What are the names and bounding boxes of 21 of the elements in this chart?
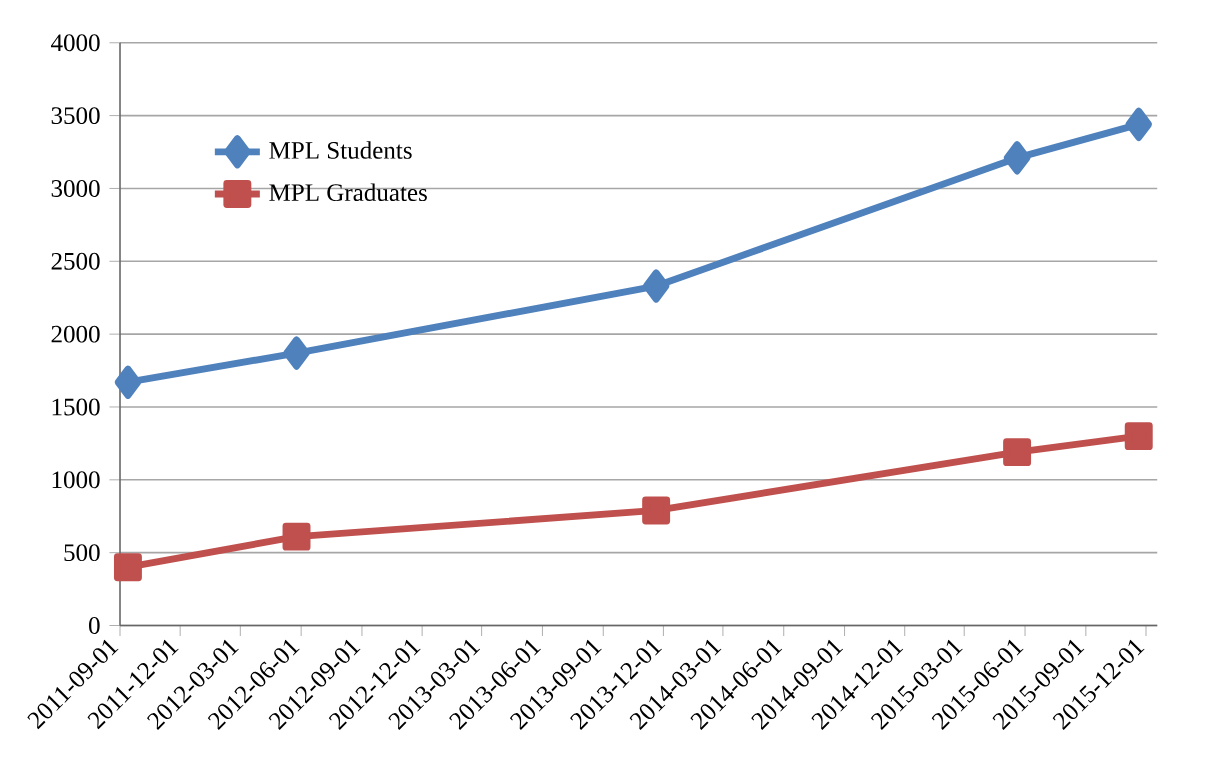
point (642, 496, 671, 525)
y-tick-label: 2500 (51, 252, 100, 270)
point (642, 269, 670, 303)
y-tick-label: 1000 (52, 471, 100, 489)
point (1003, 438, 1032, 467)
point (1125, 107, 1153, 141)
y-tick-label: 2000 (51, 325, 100, 343)
y-tick-label: 4000 (51, 34, 100, 52)
y-tick-label: 0 (89, 617, 100, 634)
legend-label: MPL Students (269, 141, 412, 159)
point (113, 553, 142, 582)
point (114, 365, 142, 399)
y-tick-label: 1500 (52, 398, 100, 416)
legend-label: MPL Graduates (269, 183, 427, 202)
point (282, 522, 311, 551)
point (283, 336, 310, 370)
y-tick-label: 3000 (51, 179, 100, 197)
point (1124, 422, 1153, 451)
point (1003, 141, 1031, 175)
y-tick-label: 500 (64, 544, 100, 562)
y-tick-label: 3500 (51, 107, 100, 125)
